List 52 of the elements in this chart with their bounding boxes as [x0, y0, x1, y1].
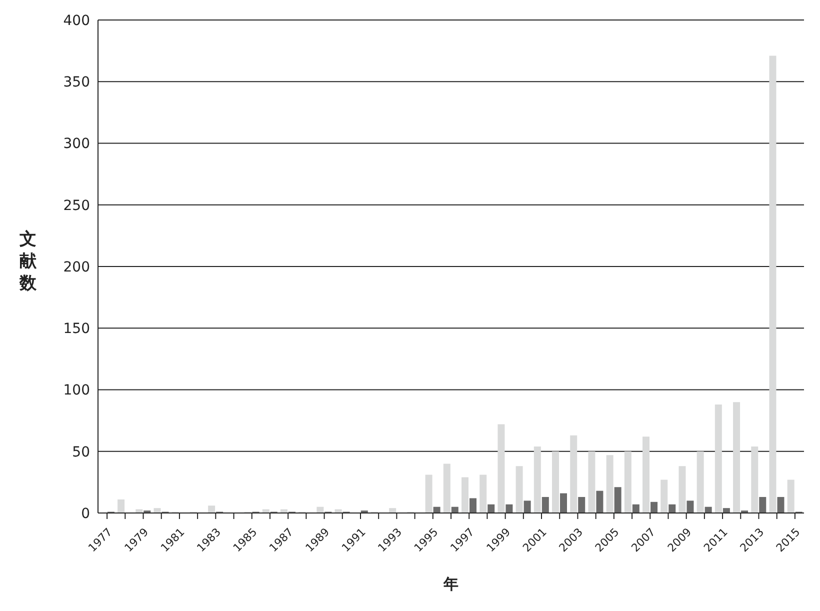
- bar: [534, 446, 541, 513]
- y-tick-label: 250: [63, 198, 90, 214]
- bar: [769, 56, 776, 513]
- bar: [154, 508, 161, 513]
- bar: [462, 477, 468, 513]
- y-tick-label: 100: [63, 382, 90, 399]
- bar: [668, 504, 676, 513]
- bar: [787, 480, 794, 513]
- bar: [516, 466, 523, 513]
- bar: [642, 436, 650, 513]
- bar: [560, 493, 568, 513]
- y-tick-label: 0: [81, 506, 90, 522]
- bar: [542, 496, 549, 513]
- bar: [498, 424, 505, 513]
- x-axis-title: 年: [442, 575, 458, 593]
- bar: [733, 402, 740, 513]
- bar: [614, 487, 622, 513]
- bar: [660, 480, 668, 513]
- y-tick-label: 350: [63, 74, 90, 91]
- y-tick-label: 150: [63, 321, 90, 338]
- bar: [524, 500, 531, 513]
- bar: [722, 508, 730, 513]
- bar: [118, 499, 125, 513]
- bar: [425, 474, 432, 513]
- bar: [506, 504, 513, 513]
- bar: [759, 496, 766, 513]
- bar: [480, 474, 487, 513]
- y-tick-label: 50: [72, 444, 90, 460]
- bar: [686, 500, 694, 513]
- bar: [596, 490, 604, 513]
- bar: [443, 464, 450, 513]
- bar: [552, 451, 560, 513]
- bar: [389, 508, 396, 513]
- bar: [714, 404, 722, 513]
- bar: [570, 435, 578, 513]
- bar: [696, 451, 704, 513]
- y-tick-label: 300: [63, 136, 90, 152]
- bar: [208, 506, 216, 513]
- bar: [632, 504, 640, 513]
- bar: [650, 502, 658, 513]
- bar: [588, 451, 596, 513]
- bar: [751, 446, 758, 513]
- bar: [470, 498, 476, 513]
- bar: [678, 466, 686, 513]
- y-tick-label: 200: [63, 259, 90, 276]
- bar: [777, 496, 784, 513]
- y-tick-label: 400: [63, 12, 90, 29]
- bar: [624, 451, 632, 513]
- bar: [606, 455, 614, 513]
- bar: [578, 496, 586, 513]
- y-axis-title: 文献数: [18, 230, 38, 294]
- bar: [488, 504, 495, 513]
